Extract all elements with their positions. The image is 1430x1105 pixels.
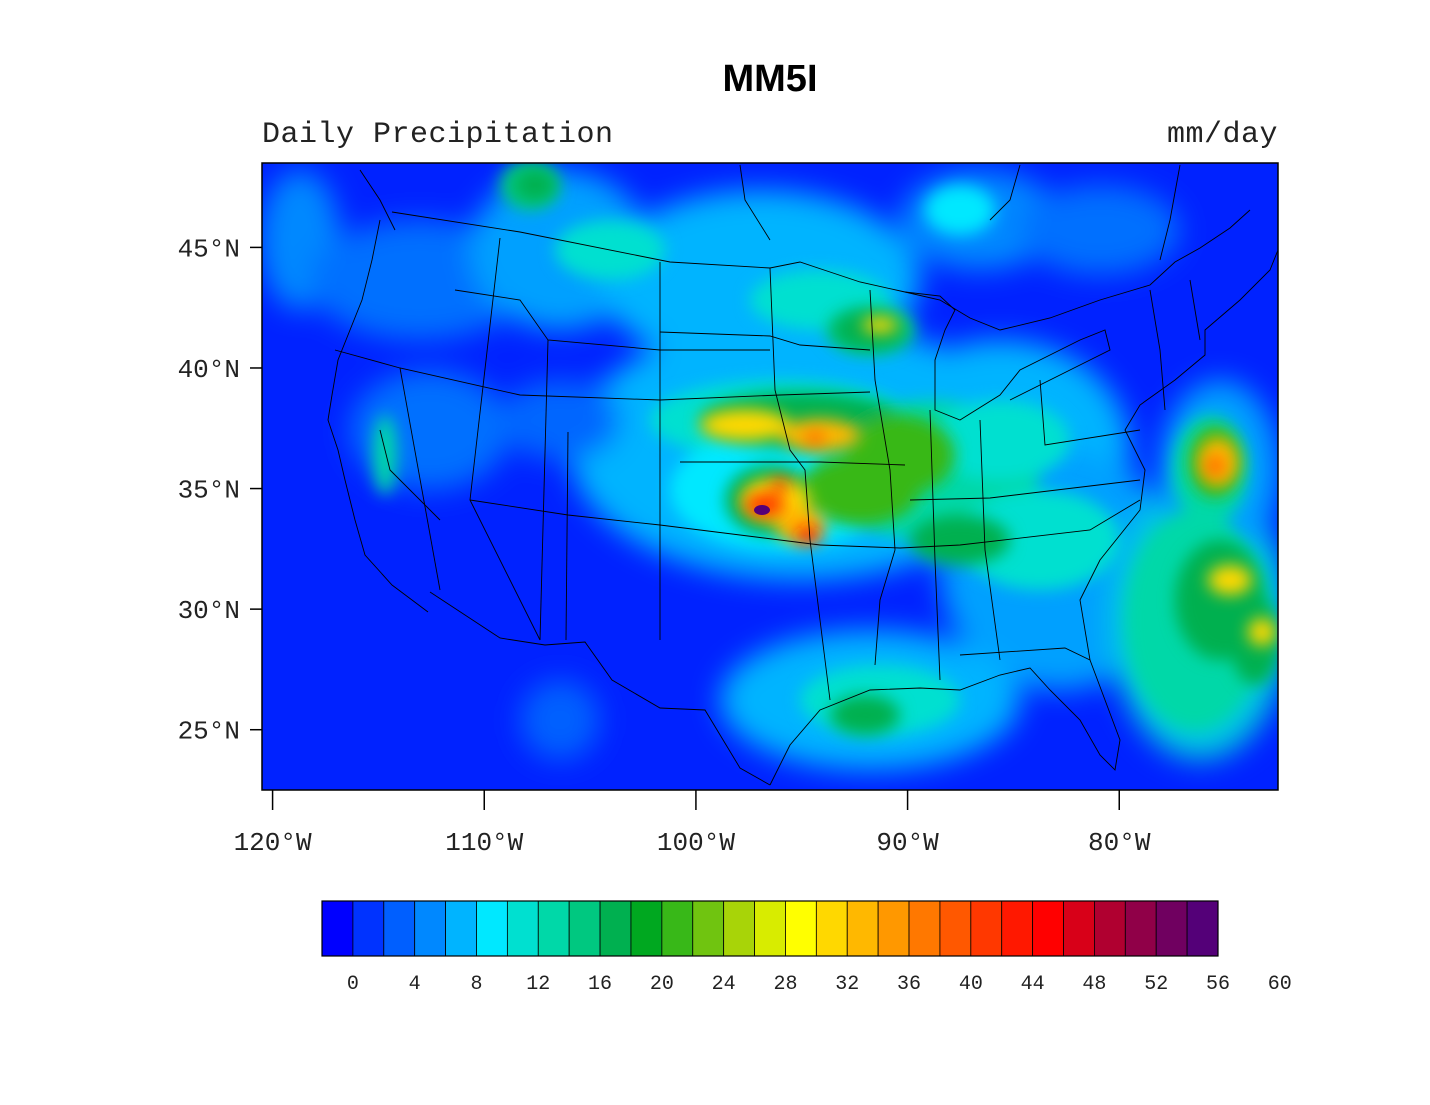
lon-tick-label: 80°W xyxy=(1088,828,1151,858)
precipitation-field xyxy=(262,163,1278,786)
state-line xyxy=(399,367,441,591)
state-line xyxy=(1149,289,1166,411)
gulf-coastline xyxy=(769,659,1121,786)
colorbar-swatch xyxy=(630,900,663,957)
canada-boundary xyxy=(1159,164,1181,261)
plot-frame xyxy=(261,162,1279,791)
east-coastline xyxy=(1079,249,1278,661)
colorbar-tick-label: 52 xyxy=(1144,973,1168,996)
colorbar-swatch xyxy=(414,900,446,957)
colorbar-labels: 0 4 8 12 16 20 24 28 32 36 40 44 48 52 56 60 xyxy=(347,973,1292,996)
state-line xyxy=(379,429,441,521)
precip-maximum-core xyxy=(754,505,770,515)
state-line xyxy=(539,339,549,641)
colorbar-frame xyxy=(321,900,1219,957)
variable-label: Daily Precipitation xyxy=(262,118,614,152)
lat-tick-label: 30°N xyxy=(178,596,240,626)
lat-tick-label: 35°N xyxy=(178,476,240,506)
colorbar-tick-label: 48 xyxy=(1082,973,1106,996)
colorbar-swatch xyxy=(815,900,848,957)
colorbar-tick-label: 0 xyxy=(347,973,359,996)
colorbar-swatch xyxy=(754,900,786,957)
lon-tick-label: 90°W xyxy=(876,828,939,858)
colorbar-tick-label: 24 xyxy=(712,973,736,996)
us-canada-border xyxy=(391,209,1251,331)
colorbar-tick-label: 8 xyxy=(470,973,482,996)
state-line xyxy=(769,267,821,621)
colorbar-swatch xyxy=(661,900,694,957)
colorbar-swatch xyxy=(506,900,539,957)
colorbar-tick-label: 56 xyxy=(1206,973,1230,996)
colorbar-swatch xyxy=(383,900,416,957)
colorbar-tick-label: 36 xyxy=(897,973,921,996)
colorbar-swatch xyxy=(1063,900,1095,957)
colorbar-tick-label: 60 xyxy=(1268,973,1292,996)
colorbar-swatch xyxy=(1094,900,1126,957)
colorbar-swatch xyxy=(568,900,601,957)
colorbar-swatch xyxy=(537,900,570,957)
colorbar-swatch xyxy=(785,900,817,957)
state-line xyxy=(334,349,871,401)
colorbar-tick-label: 20 xyxy=(650,973,674,996)
colorbar-swatch xyxy=(321,900,354,957)
state-line xyxy=(909,479,1141,501)
canada-boundary xyxy=(739,164,771,241)
lon-tick-label: 110°W xyxy=(445,828,523,858)
canada-boundary xyxy=(359,169,396,231)
latitude-axis: 45°N 40°N 35°N 30°N 25°N xyxy=(178,234,262,747)
longitude-axis: 120°W 110°W 100°W 90°W 80°W xyxy=(234,790,1151,858)
colorbar-tick-label: 32 xyxy=(835,973,859,996)
state-line xyxy=(680,461,906,466)
colorbar-swatch xyxy=(970,900,1003,957)
west-coastline xyxy=(327,219,429,613)
colorbar-swatch xyxy=(1155,900,1188,957)
colorbar-tick-label: 4 xyxy=(409,973,421,996)
state-line xyxy=(454,289,770,351)
colorbar-swatch xyxy=(1186,900,1219,957)
units-label: mm/day xyxy=(1166,118,1278,152)
colorbar xyxy=(321,900,1219,957)
colorbar-tick-label: 12 xyxy=(526,973,550,996)
state-line xyxy=(819,499,1141,549)
colorbar-swatch xyxy=(723,900,755,957)
colorbar-swatch xyxy=(692,900,725,957)
colorbar-swatch xyxy=(877,900,910,957)
canada-boundary xyxy=(989,164,1021,221)
colorbar-swatch xyxy=(1124,900,1157,957)
us-mexico-border xyxy=(429,591,771,786)
colorbar-swatch xyxy=(476,900,508,957)
colorbar-swatch xyxy=(445,900,477,957)
state-line xyxy=(1039,379,1141,446)
state-line xyxy=(469,499,821,546)
colorbar-tick-label: 28 xyxy=(773,973,797,996)
great-lakes xyxy=(904,291,1111,421)
lat-tick-label: 45°N xyxy=(178,234,240,264)
lat-tick-label: 25°N xyxy=(178,717,240,747)
state-line xyxy=(819,619,831,701)
colorbar-swatch xyxy=(1001,900,1034,957)
colorbar-swatch xyxy=(939,900,972,957)
state-line xyxy=(929,409,941,681)
state-line xyxy=(659,331,871,351)
lat-tick-label: 40°N xyxy=(178,355,240,385)
colorbar-swatch xyxy=(846,900,879,957)
state-line xyxy=(1189,279,1201,341)
map-title: MM5I xyxy=(722,58,818,100)
colorbar-swatch xyxy=(599,900,632,957)
colorbar-swatch xyxy=(908,900,941,957)
state-line xyxy=(565,431,569,641)
colorbar-swatch xyxy=(352,900,385,957)
state-line xyxy=(869,289,896,666)
state-line xyxy=(959,647,1091,661)
lon-tick-label: 120°W xyxy=(234,828,312,858)
boundary-lines xyxy=(327,164,1278,786)
lon-tick-label: 100°W xyxy=(657,828,735,858)
colorbar-swatch xyxy=(1032,900,1064,957)
state-line xyxy=(979,419,1001,661)
colorbar-tick-label: 40 xyxy=(959,973,983,996)
colorbar-tick-label: 44 xyxy=(1021,973,1045,996)
colorbar-tick-label: 16 xyxy=(588,973,612,996)
